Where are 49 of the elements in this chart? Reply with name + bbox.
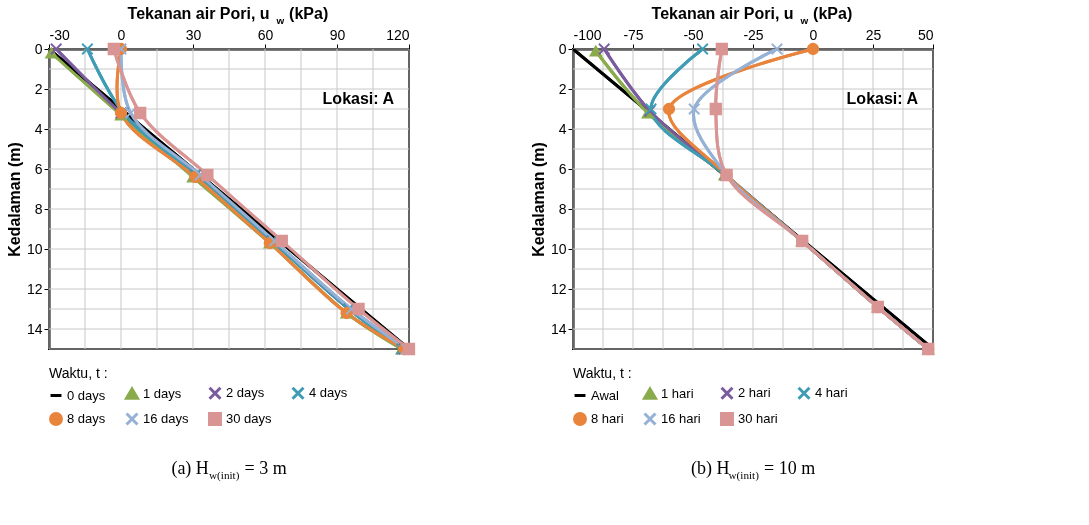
x-tick-label: 25 — [865, 26, 882, 43]
y-tick-label: 10 — [550, 240, 567, 257]
y-tick-label: 2 — [34, 80, 43, 97]
y-tick-label: 14 — [26, 320, 43, 337]
legend-label: 8 days — [67, 411, 106, 426]
y-tick-label: 12 — [550, 280, 567, 297]
annotation: Lokasi: A — [846, 90, 919, 107]
x-tick-label: -50 — [683, 26, 704, 43]
legend-title: Waktu, t : — [573, 365, 632, 381]
y-tick-label: 10 — [26, 240, 43, 257]
x-tick-label: 60 — [257, 26, 274, 43]
legend-label: 2 hari — [738, 385, 771, 401]
legend-label: 2 days — [226, 385, 265, 401]
y-axis-title: Kedalaman (m) — [5, 142, 23, 257]
y-axis-title: Kedalaman (m) — [529, 142, 547, 257]
legend-label: 16 days — [143, 411, 190, 426]
x-tick-label: 50 — [917, 26, 934, 43]
y-tick-label: 6 — [34, 160, 43, 177]
x-tick-label: -30 — [49, 26, 70, 43]
y-tick-label: 8 — [558, 200, 567, 217]
legend-label: 30 days — [226, 411, 273, 426]
y-tick-label: 0 — [558, 40, 567, 57]
y-tick-label: 14 — [550, 320, 567, 337]
x-tick-label: -25 — [743, 26, 764, 43]
legend-label: 0 days — [67, 387, 106, 403]
x-tick-label: 0 — [809, 26, 818, 43]
y-tick-label: 4 — [558, 120, 567, 137]
legend-label: 8 hari — [591, 411, 624, 426]
x-tick-label: -75 — [623, 26, 644, 43]
y-tick-label: 8 — [34, 200, 43, 217]
legend-label: 1 days — [143, 385, 182, 401]
x-tick-label: -100 — [573, 26, 602, 43]
legend-label: Awal — [591, 387, 620, 403]
y-tick-label: 4 — [34, 120, 43, 137]
y-tick-label: 2 — [558, 80, 567, 97]
legend-label: 4 days — [309, 385, 348, 401]
x-tick-label: 30 — [185, 26, 202, 43]
legend-label: 1 hari — [661, 385, 694, 401]
y-tick-label: 6 — [558, 160, 567, 177]
legend-label: 4 hari — [815, 385, 848, 401]
legend-label: 30 hari — [738, 411, 778, 426]
x-tick-label: 120 — [386, 26, 410, 43]
legend-title: Waktu, t : — [49, 365, 108, 381]
x-tick-label: 0 — [117, 26, 126, 43]
y-tick-label: 0 — [34, 40, 43, 57]
y-tick-label: 12 — [26, 280, 43, 297]
annotation: Lokasi: A — [322, 90, 395, 107]
legend-label: 16 hari — [661, 411, 701, 426]
x-tick-label: 90 — [329, 26, 346, 43]
